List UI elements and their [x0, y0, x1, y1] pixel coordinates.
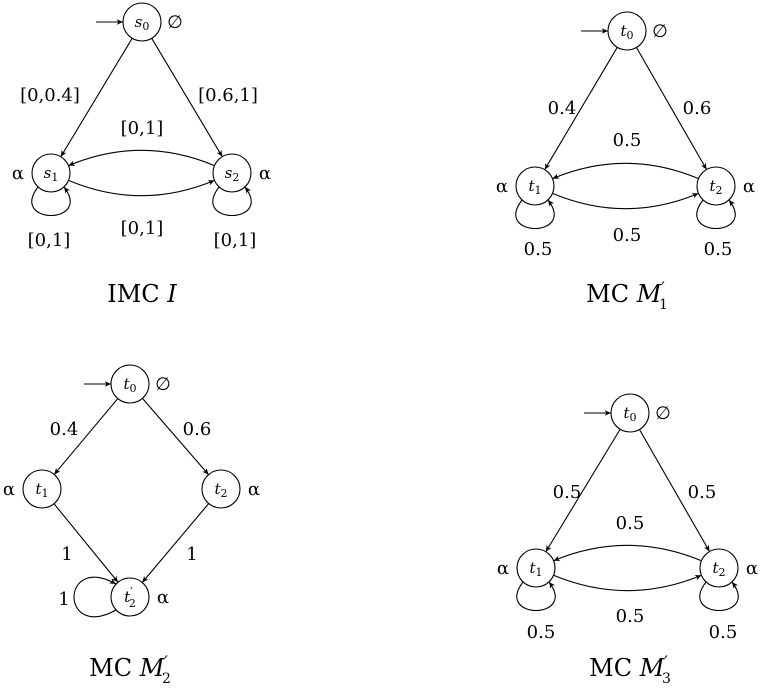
transition-arrow — [638, 429, 711, 552]
state-name: t1 — [528, 177, 541, 197]
transition-arrow — [696, 199, 736, 230]
transition-arrow — [553, 574, 702, 592]
transition-probability-label: 0.5 — [688, 482, 717, 503]
state-node — [212, 153, 252, 193]
transition-arrow — [552, 192, 699, 210]
state-name: s1 — [44, 164, 59, 184]
state-machine-diagram: [0,0.4] [0.6,1] [0,1] [0,1] [0,1] [0,1] s0 ∅ s1 α… — [12, 2, 271, 308]
transition-probability-label: 1 — [186, 544, 197, 565]
transition-arrow — [73, 576, 117, 618]
state-atomic-label: ∅ — [167, 12, 183, 33]
state-name: t1 — [529, 559, 542, 579]
transition-probability-label: 0.5 — [553, 482, 582, 503]
state-atomic-label: α — [157, 587, 169, 608]
transition-probability-label: 0.6 — [683, 98, 712, 119]
transition-arrow — [60, 37, 133, 158]
transition-arrow — [142, 397, 209, 476]
transition-arrow — [544, 47, 618, 170]
state-machine-diagram: 0.4 0.6 1 1 1 t0 ∅ t1 α t2 α t′ 2 α MC M′ 2 — [3, 364, 260, 687]
state-name: t2 — [712, 559, 725, 579]
transition-arrow — [635, 47, 708, 170]
state-atomic-label: α — [497, 558, 509, 579]
state-node — [31, 153, 71, 193]
state-name: t2 — [214, 480, 227, 500]
state-node — [696, 166, 736, 206]
transition-arrow — [515, 199, 555, 230]
transition-arrow — [31, 186, 71, 217]
state-name: t0 — [623, 404, 636, 424]
state-node — [516, 548, 556, 588]
transition-probability-label: 0.5 — [613, 130, 642, 151]
state-atomic-label: ∅ — [155, 374, 171, 395]
state-node — [515, 166, 555, 206]
state-atomic-label: α — [12, 163, 24, 184]
transition-probability-label: 0.5 — [616, 513, 645, 534]
state-machine-diagram: 0.4 0.6 0.5 0.5 0.5 0.5 t0 ∅ t1 α t2 α MC M′ 1 — [496, 11, 755, 313]
transition-arrow — [68, 149, 215, 167]
state-node — [201, 469, 241, 509]
state-machine-diagram: 0.5 0.5 0.5 0.5 0.5 0.5 t0 ∅ t1 α t2 α MC M′ 3 — [497, 393, 758, 687]
transition-probability-label: [0,1] — [121, 118, 164, 139]
transition-arrow — [552, 162, 699, 180]
transition-arrow — [212, 186, 252, 217]
transition-probability-label: 0.4 — [50, 419, 79, 440]
transition-probability-label: 0.5 — [524, 239, 553, 260]
transition-probability-label: 0.6 — [183, 419, 212, 440]
state-atomic-label: α — [248, 479, 260, 500]
transition-probability-label: 0.5 — [616, 606, 645, 627]
state-name: t2 — [709, 177, 722, 197]
transition-arrow — [68, 179, 215, 197]
state-name: t′ 2 — [124, 585, 136, 611]
transition-arrow — [151, 38, 223, 157]
state-atomic-label: α — [496, 176, 508, 197]
state-node — [110, 577, 150, 617]
transition-probability-label: 1 — [58, 589, 69, 610]
state-name: s0 — [135, 13, 150, 33]
state-name: s2 — [225, 164, 240, 184]
state-atomic-label: α — [746, 558, 758, 579]
state-node — [22, 469, 62, 509]
transition-arrow — [53, 398, 119, 475]
transition-probability-label: [0,1] — [121, 218, 164, 239]
transition-probability-label: 0.5 — [709, 622, 738, 643]
transition-probability-label: [0.6,1] — [198, 85, 258, 106]
transition-arrow — [699, 581, 739, 612]
state-node — [699, 548, 739, 588]
transition-arrow — [516, 581, 556, 612]
transition-probability-label: [0,0.4] — [20, 85, 80, 106]
transition-arrow — [545, 428, 621, 553]
state-atomic-label: ∅ — [655, 403, 671, 424]
transition-probability-label: 0.5 — [704, 239, 733, 260]
transition-arrow — [141, 503, 210, 583]
diagram-caption: MC M′ 1 — [586, 278, 668, 313]
transition-probability-label: 0.5 — [613, 225, 642, 246]
diagram-caption: IMC I — [107, 280, 177, 308]
diagram-caption: MC M′ 3 — [589, 652, 671, 687]
state-atomic-label: ∅ — [652, 21, 668, 42]
transition-probability-label: 1 — [61, 544, 72, 565]
transition-arrow — [53, 503, 119, 583]
state-atomic-label: α — [259, 163, 271, 184]
transition-probability-label: [0,1] — [28, 230, 71, 251]
state-atomic-label: α — [3, 479, 15, 500]
transition-probability-label: 0.4 — [548, 98, 577, 119]
diagram-caption: MC M′ 2 — [89, 652, 171, 687]
transition-probability-label: [0,1] — [214, 230, 257, 251]
state-name: t1 — [35, 480, 48, 500]
state-name: t0 — [123, 375, 136, 395]
transition-probability-label: 0.5 — [527, 622, 556, 643]
state-atomic-label: α — [743, 176, 755, 197]
state-name: t0 — [620, 22, 633, 42]
transition-arrow — [553, 544, 702, 562]
